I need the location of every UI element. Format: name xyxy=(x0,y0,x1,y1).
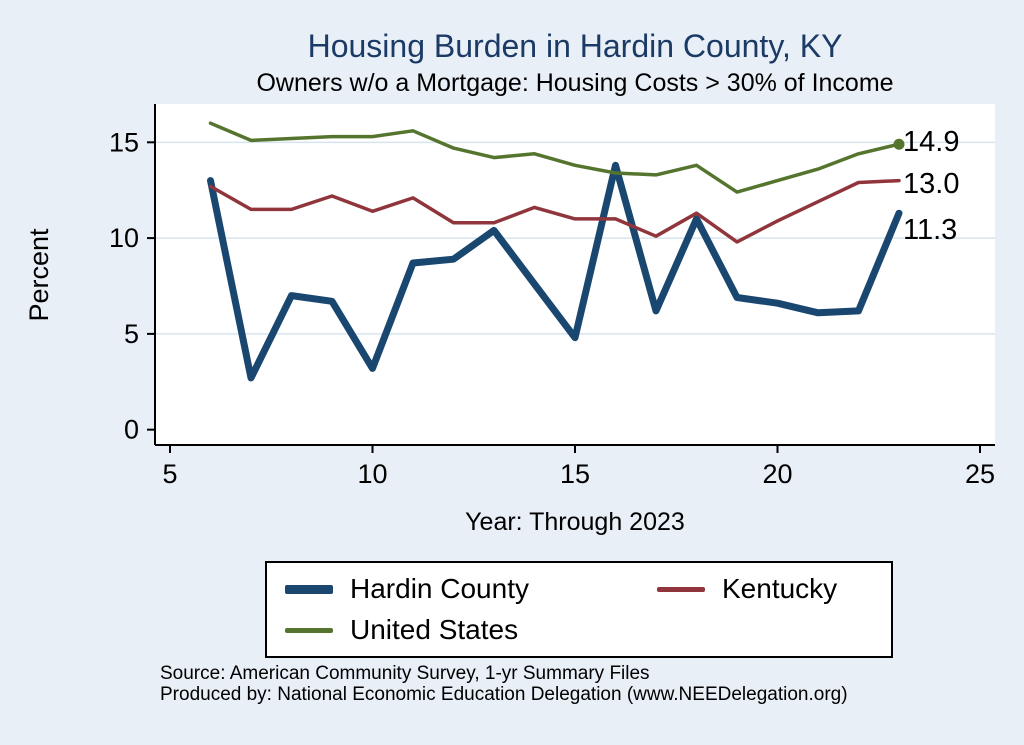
source-line-1: Source: American Community Survey, 1-yr … xyxy=(160,663,650,684)
chart-subtitle: Owners w/o a Mortgage: Housing Costs > 3… xyxy=(256,69,894,97)
y-tick-label-5: 5 xyxy=(124,319,139,349)
series-line-united-states xyxy=(208,121,901,194)
x-tick-label-20: 20 xyxy=(762,459,792,489)
y-tick-label-0: 0 xyxy=(124,415,139,445)
legend-label-kentucky: Kentucky xyxy=(722,573,838,604)
x-tick-label-25: 25 xyxy=(965,459,995,489)
x-tick-label-10: 10 xyxy=(357,459,387,489)
y-tick-label-10: 10 xyxy=(109,223,139,253)
source-line-2: Produced by: National Economic Education… xyxy=(160,684,848,706)
legend-item-united-states: United States xyxy=(285,614,657,646)
legend-swatch-hardin-county xyxy=(285,584,333,594)
series-line-hardin-county xyxy=(207,161,903,382)
legend-label-hardin-county: Hardin County xyxy=(350,573,529,604)
x-tick-label-15: 15 xyxy=(560,459,590,489)
legend: Hardin County Kentucky United States xyxy=(265,561,893,658)
end-label-hardin-county: 11.3 xyxy=(903,214,958,246)
end-label-united-states: 14.9 xyxy=(903,126,960,158)
x-tick-label-5: 5 xyxy=(162,459,177,489)
x-axis-title: Year: Through 2023 xyxy=(465,508,685,536)
source-note: Source: American Community Survey, 1-yr … xyxy=(160,663,848,706)
legend-item-hardin-county: Hardin County xyxy=(285,573,657,605)
legend-swatch-united-states xyxy=(285,627,333,633)
end-marker-united-states xyxy=(893,138,905,150)
legend-item-kentucky: Kentucky xyxy=(657,573,883,605)
end-label-kentucky: 13.0 xyxy=(903,168,960,200)
legend-label-united-states: United States xyxy=(350,614,519,645)
legend-swatch-kentucky xyxy=(657,586,705,592)
series-line-kentucky xyxy=(208,178,901,244)
plot-background xyxy=(155,104,995,445)
y-tick-label-15: 15 xyxy=(109,127,139,157)
chart-title: Housing Burden in Hardin County, KY xyxy=(307,28,843,64)
